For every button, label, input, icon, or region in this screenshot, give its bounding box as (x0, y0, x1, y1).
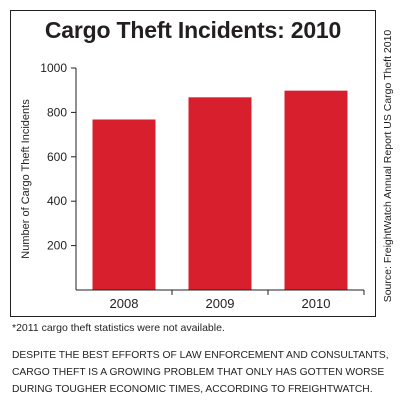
bar-chart: 200 400 600 800 1000 2008 2009 2010 Number of … (20, 61, 365, 311)
y-tick-label: 400 (47, 194, 67, 208)
bar-2010 (284, 90, 348, 290)
y-tick-label: 600 (47, 150, 67, 164)
y-tick-label: 800 (47, 105, 67, 119)
x-tick-label: 2010 (302, 296, 331, 311)
y-axis-label: Number of Cargo Theft Incidents (20, 99, 32, 259)
chart-title: Cargo Theft Incidents: 2010 (44, 17, 342, 43)
x-tick-label: 2009 (206, 296, 235, 311)
y-tick-label: 1000 (40, 61, 67, 75)
y-tick-label: 200 (47, 239, 67, 253)
caption: DESPITE THE BEST EFFORTS OF LAW ENFORCEM… (12, 350, 389, 395)
chart-frame (10, 10, 376, 317)
bar-2008 (92, 119, 156, 290)
x-tick-label: 2008 (110, 296, 139, 311)
source-note: Source: FreightWatch Annual Report US Ca… (382, 29, 394, 303)
bar-2009 (188, 97, 252, 290)
footnote: *2011 cargo theft statistics were not av… (12, 322, 225, 334)
